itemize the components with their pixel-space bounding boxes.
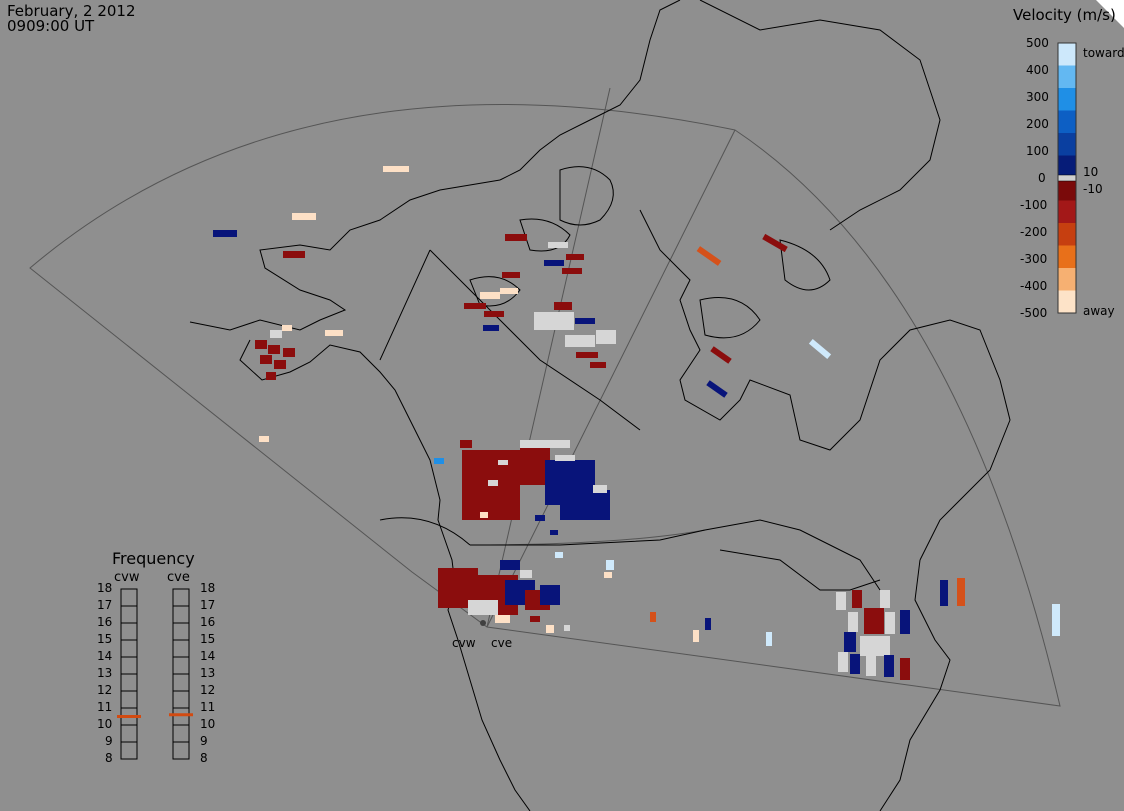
colorbar-segment — [1058, 200, 1076, 224]
time-label: 0909:00 UT — [7, 17, 95, 35]
colorbar-segment — [1058, 290, 1076, 314]
frequency-tick-label: 16 — [200, 615, 216, 629]
frequency-tick-label: 10 — [200, 717, 216, 731]
colorbar-tick-label: 0 — [1038, 171, 1046, 185]
colorbar-tick-label: 300 — [1026, 90, 1049, 104]
colorbar-tick-label: -300 — [1020, 252, 1048, 266]
frequency-tick-label: 16 — [97, 615, 113, 629]
colorbar-tick-label: 400 — [1026, 63, 1049, 77]
colorbar-tick-label: -400 — [1020, 279, 1048, 293]
frequency-tick-label: 9 — [200, 734, 208, 748]
colorbar-segment — [1058, 178, 1076, 201]
frequency-tick-label: 11 — [97, 700, 113, 714]
frequency-tick-label: 9 — [105, 734, 113, 748]
frequency-tick-label: 13 — [200, 666, 216, 680]
colorbar-segment — [1058, 88, 1076, 111]
frequency-tick-label: 13 — [97, 666, 113, 680]
colorbar-segment — [1058, 155, 1076, 179]
date-label: February, 2 2012 — [7, 2, 136, 20]
colorbar-segment — [1058, 110, 1076, 134]
frequency-tick-label: 10 — [97, 717, 113, 731]
frequency-tick-label: 12 — [97, 683, 113, 697]
toward-label: toward — [1083, 46, 1124, 60]
plus10-label: 10 — [1083, 165, 1099, 179]
frequency-tick-label: 17 — [200, 598, 216, 612]
frequency-tick-label: 14 — [97, 649, 113, 663]
frequency-tick-label: 18 — [200, 581, 216, 595]
frequency-tick-label: 8 — [105, 751, 113, 765]
frequency-tick-label: 15 — [97, 632, 113, 646]
frequency-tick-label: 8 — [200, 751, 208, 765]
minus10-label: -10 — [1083, 182, 1103, 196]
frequency-tick-label: 15 — [200, 632, 216, 646]
velocity-colorbar — [1057, 42, 1077, 314]
colorbar-tick-label: 200 — [1026, 117, 1049, 131]
away-label: away — [1083, 304, 1115, 318]
colorbar-zero-band — [1057, 174, 1077, 182]
frequency-tick-label: 17 — [97, 598, 113, 612]
radar-label-cvw: cvw — [452, 636, 476, 650]
colorbar-outline — [1057, 42, 1077, 314]
colorbar-tick-label: 100 — [1026, 144, 1049, 158]
colorbar-tick-label: -100 — [1020, 198, 1048, 212]
frequency-panel — [120, 588, 190, 760]
velocity-cells — [213, 166, 1060, 680]
radar-label-cve: cve — [491, 636, 513, 650]
colorbar-segment — [1058, 65, 1076, 89]
frequency-radar-cvw: cvw — [114, 570, 140, 585]
colorbar-segment — [1058, 245, 1076, 269]
colorbar-tick-label: -500 — [1020, 306, 1048, 320]
colorbar-segment — [1058, 133, 1076, 156]
frequency-radar-cve: cve — [167, 570, 190, 585]
colorbar-segment — [1058, 268, 1076, 291]
frequency-markers — [117, 713, 193, 718]
velocity-scale-title: Velocity (m/s) — [1013, 6, 1116, 24]
coastlines — [189, 0, 1011, 811]
frequency-title: Frequency — [112, 549, 195, 568]
colorbar-tick-label: -200 — [1020, 225, 1048, 239]
frequency-tick-label: 12 — [200, 683, 216, 697]
colorbar-segment — [1058, 43, 1076, 66]
frequency-tick-label: 18 — [97, 581, 113, 595]
corner-mark — [1096, 0, 1124, 28]
frequency-tick-label: 14 — [200, 649, 216, 663]
colorbar-tick-label: 500 — [1026, 36, 1049, 50]
frequency-tick-label: 11 — [200, 700, 216, 714]
colorbar-segment — [1058, 223, 1076, 246]
